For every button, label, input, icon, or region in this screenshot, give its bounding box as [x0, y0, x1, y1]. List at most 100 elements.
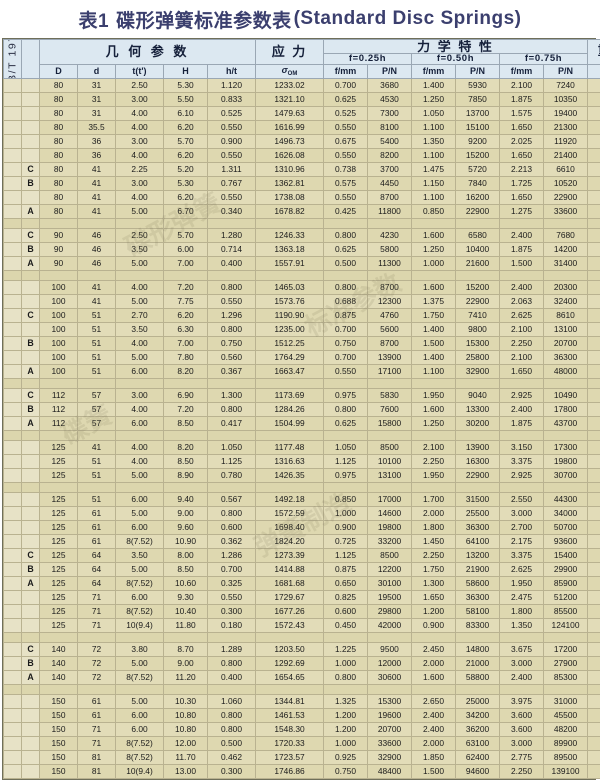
- series-class-cell: [22, 694, 40, 708]
- title-table-number: 表1: [78, 6, 109, 33]
- cell-p3: 48000: [544, 364, 588, 378]
- cell-f2: 1.150: [412, 176, 456, 190]
- cell-d: 35.5: [78, 120, 116, 134]
- cell-H: 12.00: [164, 736, 208, 750]
- table-separator-row: [4, 632, 600, 642]
- cell-H: 8.70: [164, 642, 208, 656]
- cell-f3: 1.350: [500, 618, 544, 632]
- cell-p2: 36200: [456, 722, 500, 736]
- page-root: 表1 碟形弹簧标准参数表 (Standard Disc Springs) GB: [0, 0, 600, 700]
- cell-f1: 1.200: [324, 708, 368, 722]
- cell-f3: 2.925: [500, 468, 544, 482]
- cell-D: 150: [40, 708, 78, 722]
- cell-H: 8.50: [164, 416, 208, 430]
- cell-t: 5.00: [116, 562, 164, 576]
- series-class-cell: B: [22, 562, 40, 576]
- cell-d: 41: [78, 190, 116, 204]
- cell-D: 150: [40, 736, 78, 750]
- cell-kg: 0.134: [588, 106, 600, 120]
- series-class-cell: B: [22, 336, 40, 350]
- cell-d: 57: [78, 416, 116, 430]
- cell-f1: 1.050: [324, 440, 368, 454]
- series-class-cell: [22, 294, 40, 308]
- cell-sigma: 1344.81: [256, 694, 324, 708]
- cell-p1: 8700: [368, 280, 412, 294]
- cell-p1: 13100: [368, 468, 412, 482]
- cell-p1: 15800: [368, 416, 412, 430]
- cell-H: 5.30: [164, 78, 208, 92]
- cell-f1: 0.750: [324, 764, 368, 778]
- cell-H: 7.00: [164, 256, 208, 270]
- series-class-cell: [22, 534, 40, 548]
- standard-spacer-cell: [4, 204, 22, 218]
- cell-f1: 0.738: [324, 162, 368, 176]
- separator-cell: [4, 482, 22, 492]
- cell-f2: 2.400: [412, 708, 456, 722]
- cell-f1: 0.800: [324, 280, 368, 294]
- cell-sigma: 1362.81: [256, 176, 324, 190]
- cell-t: 5.00: [116, 656, 164, 670]
- cell-f3: 2.400: [500, 228, 544, 242]
- cell-f1: 0.975: [324, 388, 368, 402]
- cell-sigma: 1720.33: [256, 736, 324, 750]
- cell-f2: 1.750: [412, 562, 456, 576]
- cell-p3: 10350: [544, 92, 588, 106]
- separator-cell: [208, 684, 256, 694]
- cell-f1: 0.625: [324, 92, 368, 106]
- cell-f3: 3.000: [500, 656, 544, 670]
- cell-H: 10.40: [164, 604, 208, 618]
- cell-p3: 31000: [544, 694, 588, 708]
- cell-f3: 1.500: [500, 256, 544, 270]
- cell-f3: 2.250: [500, 336, 544, 350]
- separator-cell: [208, 430, 256, 440]
- column-header-h-over-t: h/t: [208, 64, 256, 78]
- cell-p2: 31500: [456, 492, 500, 506]
- cell-d: 71: [78, 590, 116, 604]
